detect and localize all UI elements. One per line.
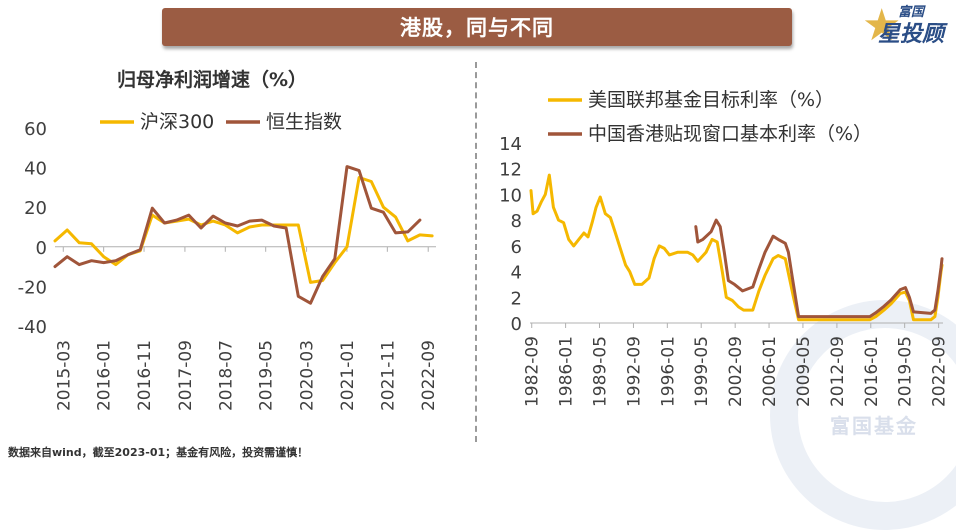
- x-tick-label: 1986-01: [557, 336, 577, 407]
- y-tick-label: 8: [511, 211, 522, 232]
- x-tick-label: 2022-09: [419, 340, 439, 411]
- legend-label-1: 美国联邦基金目标利率（%）: [588, 89, 834, 111]
- y-tick-label: 60: [24, 119, 47, 140]
- x-tick-label: 1999-05: [692, 336, 712, 407]
- y-tick-label: 20: [24, 198, 47, 219]
- x-tick-label: 2017-09: [176, 340, 196, 411]
- x-tick-label: 2015-03: [54, 340, 74, 411]
- y-tick-label: -40: [18, 317, 47, 338]
- y-tick-label: 14: [499, 134, 522, 155]
- chart-divider: [475, 62, 477, 442]
- series-line-2: [694, 218, 944, 319]
- brand-line1: 富国: [898, 5, 925, 20]
- y-tick-label: 12: [499, 160, 522, 181]
- series-line-1: [53, 176, 434, 284]
- y-tick-label: 0: [511, 314, 522, 335]
- watermark-text: 富国基金: [830, 414, 918, 438]
- x-tick-label: 2009-05: [794, 336, 814, 407]
- x-tick-label: 1989-05: [590, 336, 610, 407]
- x-tick-label: 2016-11: [135, 340, 155, 411]
- legend-label-2: 恒生指数: [266, 111, 342, 133]
- footnote: 数据来自wind，截至2023-01；基金有风险，投资需谨慎！: [8, 446, 309, 459]
- y-tick-label: 0: [36, 238, 47, 259]
- series-line-1: [529, 173, 944, 322]
- legend-label-2: 中国香港贴现窗口基本利率（%）: [588, 123, 872, 145]
- x-tick-label: 2020-03: [298, 340, 318, 411]
- y-tick-label: 6: [511, 237, 522, 258]
- y-tick-label: 4: [511, 263, 522, 284]
- page-title: 港股，同与不同: [400, 16, 554, 40]
- y-tick-label: 40: [24, 159, 47, 180]
- x-tick-label: 2019-05: [257, 340, 277, 411]
- profit-growth-chart: 归母净利润增速（%） 60 40 20 0 -20 -40 2015-03 2016-01 201…: [18, 68, 440, 411]
- y-tick-label: 10: [499, 185, 522, 206]
- legend-label-1: 沪深300: [140, 111, 214, 133]
- series-line-2: [53, 165, 422, 305]
- x-tick-label: 2016-01: [862, 336, 882, 407]
- y-tick-label: 2: [511, 288, 522, 309]
- x-tick-label: 2022-09: [930, 336, 950, 407]
- brand-line2: 星投顾: [878, 22, 945, 47]
- brand-logo: ★ 富国 星投顾: [862, 0, 956, 56]
- x-tick-label: 1996-01: [658, 336, 678, 407]
- chart-title: 归母净利润增速（%）: [117, 68, 307, 91]
- star-icon: ★: [862, 0, 902, 51]
- x-tick-label: 1982-09: [523, 336, 543, 407]
- x-tick-label: 2012-09: [828, 336, 848, 407]
- x-tick-label: 2016-01: [95, 340, 115, 411]
- title-bar: 港股，同与不同: [162, 8, 792, 46]
- x-tick-label: 1992-09: [624, 336, 644, 407]
- x-tick-label: 2021-11: [378, 340, 398, 411]
- x-tick-label: 2006-01: [760, 336, 780, 407]
- x-tick-label: 2018-07: [216, 340, 236, 411]
- x-tick-label: 2002-09: [726, 336, 746, 407]
- x-tick-label: 2021-01: [338, 340, 358, 411]
- x-tick-label: 2019-05: [896, 336, 916, 407]
- y-tick-label: -20: [18, 277, 47, 298]
